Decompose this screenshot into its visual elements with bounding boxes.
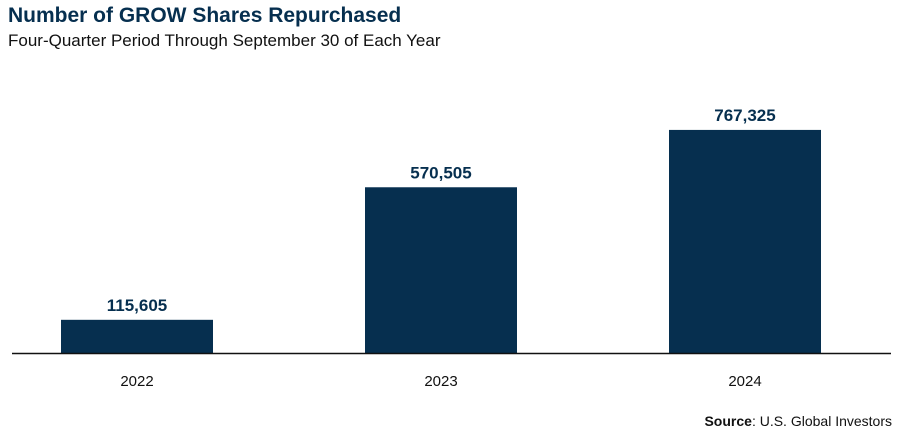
- chart-title: Number of GROW Shares Repurchased: [8, 4, 402, 27]
- data-label-2023: 570,505: [410, 163, 471, 182]
- x-tick-label-2022: 2022: [120, 373, 153, 390]
- data-label-2024: 767,325: [714, 106, 775, 125]
- chart-subtitle: Four-Quarter Period Through September 30…: [8, 31, 441, 50]
- source-text: : U.S. Global Investors: [751, 413, 892, 429]
- bar-2022: [61, 319, 213, 354]
- bar-2024: [669, 129, 821, 354]
- source-note: Source: U.S. Global Investors: [704, 413, 892, 429]
- bar-2023: [365, 187, 517, 354]
- x-tick-label-2023: 2023: [424, 373, 457, 390]
- data-label-2022: 115,605: [107, 296, 168, 315]
- source-label: Source: [704, 413, 752, 429]
- x-tick-label-2024: 2024: [728, 373, 761, 390]
